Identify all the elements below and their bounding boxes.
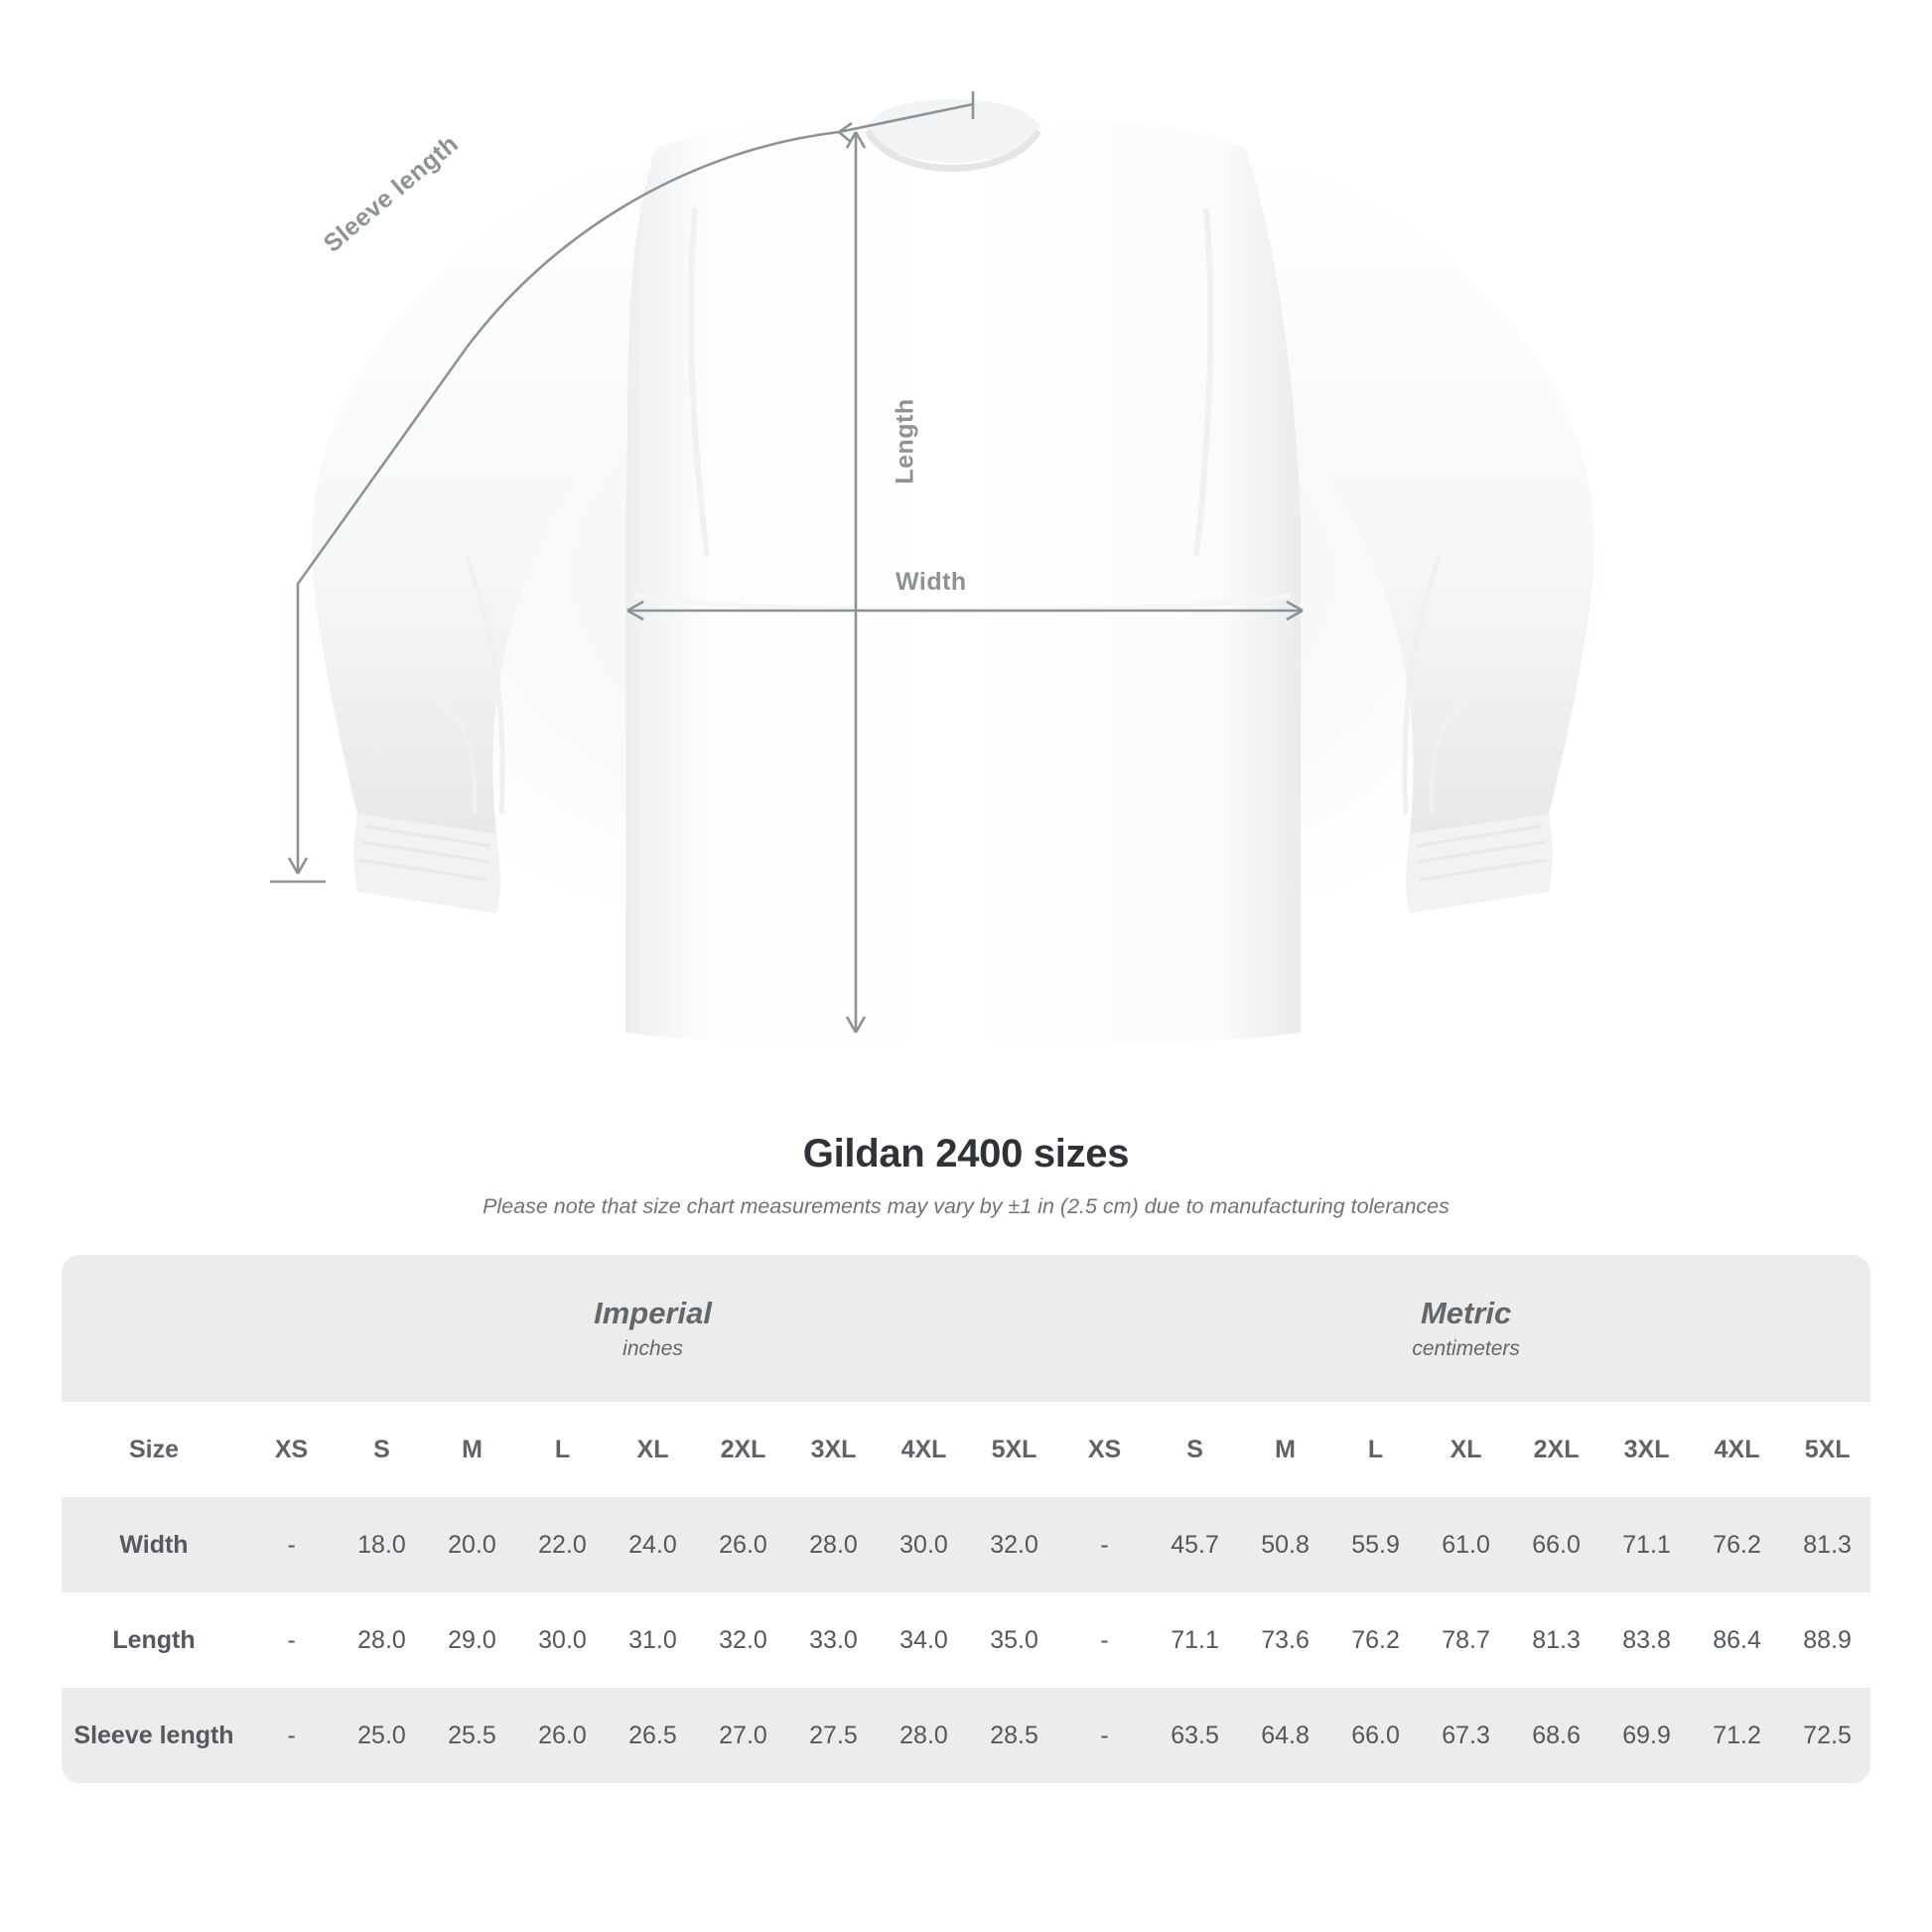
size-header-cell: 3XL <box>788 1402 879 1497</box>
measurement-cell-metric: 63.5 <box>1150 1688 1241 1783</box>
tolerance-note: Please note that size chart measurements… <box>483 1194 1449 1218</box>
measurement-cell-imperial: 28.0 <box>788 1497 879 1592</box>
table-row: Length -28.0 29.0 30.0 31.0 32.0 33.0 34.0 35.0-… <box>62 1592 1870 1688</box>
size-header-row: Size XS S M L XL 2XL 3XL 4XL 5XL XS S M L XL 2XL 3XL 4XL 5… <box>62 1402 1870 1497</box>
size-header-cell: M <box>427 1402 517 1497</box>
measurement-cell-imperial: 20.0 <box>427 1497 517 1592</box>
measurement-guides <box>270 91 1304 1034</box>
product-illustration: Sleeve length Length Width <box>238 91 1668 1047</box>
size-header-cell: 4XL <box>1692 1402 1783 1497</box>
measurement-cell-metric: 88.9 <box>1782 1592 1870 1688</box>
unit-system-header-imperial: Imperial inches <box>246 1255 1060 1402</box>
measurement-cell-metric: 78.7 <box>1421 1592 1512 1688</box>
size-header-cell: 5XL <box>969 1402 1060 1497</box>
measurement-cell-imperial: 35.0 <box>969 1592 1060 1688</box>
measurement-cell-imperial: 33.0 <box>788 1592 879 1688</box>
size-header-cell: XL <box>608 1402 698 1497</box>
measurement-cell-imperial: - <box>246 1497 337 1592</box>
page-title: Gildan 2400 sizes <box>802 1132 1130 1175</box>
measurement-cell-metric: - <box>1059 1497 1151 1592</box>
measurement-cell-imperial: 27.0 <box>698 1688 788 1783</box>
measurement-cell-imperial: - <box>246 1592 337 1688</box>
table-row: Sleeve length -25.0 25.5 26.0 26.5 27.0 27.5 28… <box>62 1688 1870 1783</box>
measurement-cell-metric: 76.2 <box>1330 1592 1422 1688</box>
size-header-cell: L <box>1330 1402 1422 1497</box>
measurement-cell-imperial: 31.0 <box>608 1592 698 1688</box>
measurement-cell-metric: 69.9 <box>1601 1688 1693 1783</box>
unit-row-spacer <box>62 1255 246 1402</box>
measurement-cell-imperial: 28.5 <box>969 1688 1060 1783</box>
unit-system-header-metric: Metric centimeters <box>1059 1255 1870 1402</box>
unit-system-name: Metric <box>1420 1296 1512 1331</box>
measurement-cell-metric: 50.8 <box>1240 1497 1331 1592</box>
unit-system-unit: centimeters <box>1412 1336 1520 1360</box>
size-chart-table-wrap: Imperial inches Metric centimeters Size XS S M L… <box>62 1255 1870 1783</box>
measurement-cell-imperial: 30.0 <box>517 1592 608 1688</box>
measurement-cell-imperial: - <box>246 1688 337 1783</box>
measurement-cell-imperial: 28.0 <box>337 1592 427 1688</box>
size-header-label: Size <box>62 1402 246 1497</box>
size-header-cell: M <box>1240 1402 1331 1497</box>
length-label: Length <box>891 398 919 484</box>
measurement-cell-imperial: 32.0 <box>698 1592 788 1688</box>
measurement-cell-metric: 67.3 <box>1421 1688 1512 1783</box>
size-header-cell: 3XL <box>1601 1402 1693 1497</box>
size-header-cell: S <box>337 1402 427 1497</box>
measurement-cell-imperial: 18.0 <box>337 1497 427 1592</box>
measurement-cell-metric: 55.9 <box>1330 1497 1422 1592</box>
size-header-cell: 5XL <box>1782 1402 1870 1497</box>
title-block: Gildan 2400 sizes Please note that size … <box>0 1132 1932 1219</box>
size-chart-table: Imperial inches Metric centimeters Size XS S M L… <box>62 1255 1870 1783</box>
unit-system-row: Imperial inches Metric centimeters <box>62 1255 1870 1402</box>
measurement-cell-imperial: 27.5 <box>788 1688 879 1783</box>
measurement-cell-metric: 86.4 <box>1692 1592 1783 1688</box>
row-label: Width <box>62 1497 246 1592</box>
unit-system-unit: inches <box>622 1336 683 1360</box>
measurement-cell-metric: 71.1 <box>1150 1592 1241 1688</box>
measurement-cell-imperial: 30.0 <box>879 1497 969 1592</box>
measurement-cell-metric: 71.1 <box>1601 1497 1693 1592</box>
measurement-cell-metric: 83.8 <box>1601 1592 1693 1688</box>
measurement-cell-metric: 66.0 <box>1330 1688 1422 1783</box>
measurement-cell-metric: 71.2 <box>1692 1688 1783 1783</box>
measurement-cell-metric: - <box>1059 1592 1151 1688</box>
size-header-cell: XS <box>1059 1402 1151 1497</box>
measurement-cell-imperial: 29.0 <box>427 1592 517 1688</box>
size-header-cell: XS <box>246 1402 337 1497</box>
measurement-cell-imperial: 28.0 <box>879 1688 969 1783</box>
row-label: Length <box>62 1592 246 1688</box>
measurement-cell-imperial: 22.0 <box>517 1497 608 1592</box>
measurement-cell-metric: 66.0 <box>1511 1497 1602 1592</box>
measurement-cell-imperial: 32.0 <box>969 1497 1060 1592</box>
measurement-cell-imperial: 34.0 <box>879 1592 969 1688</box>
size-header-cell: 4XL <box>879 1402 969 1497</box>
long-sleeve-shirt-drawing <box>238 91 1668 1047</box>
measurement-cell-imperial: 25.5 <box>427 1688 517 1783</box>
measurement-cell-imperial: 26.0 <box>517 1688 608 1783</box>
width-label: Width <box>896 568 967 596</box>
measurement-cell-metric: 81.3 <box>1782 1497 1870 1592</box>
measurement-cell-imperial: 24.0 <box>608 1497 698 1592</box>
shirt-silhouette <box>311 99 1595 1047</box>
size-header-cell: S <box>1150 1402 1241 1497</box>
row-label: Sleeve length <box>62 1688 246 1783</box>
measurement-cell-metric: 68.6 <box>1511 1688 1602 1783</box>
measurement-cell-metric: 45.7 <box>1150 1497 1241 1592</box>
measurement-cell-metric: - <box>1059 1688 1151 1783</box>
size-header-cell: XL <box>1421 1402 1512 1497</box>
measurement-cell-imperial: 26.5 <box>608 1688 698 1783</box>
table-row: Width -18.0 20.0 22.0 24.0 26.0 28.0 30.0 32.0-4… <box>62 1497 1870 1592</box>
size-header-cell: 2XL <box>698 1402 788 1497</box>
measurement-cell-metric: 81.3 <box>1511 1592 1602 1688</box>
measurement-cell-metric: 76.2 <box>1692 1497 1783 1592</box>
measurement-cell-metric: 61.0 <box>1421 1497 1512 1592</box>
measurement-cell-metric: 64.8 <box>1240 1688 1331 1783</box>
size-header-cell: 2XL <box>1511 1402 1602 1497</box>
size-header-cell: L <box>517 1402 608 1497</box>
measurement-cell-metric: 73.6 <box>1240 1592 1331 1688</box>
measurement-cell-imperial: 26.0 <box>698 1497 788 1592</box>
measurement-cell-imperial: 25.0 <box>337 1688 427 1783</box>
unit-system-name: Imperial <box>594 1296 712 1331</box>
measurement-cell-metric: 72.5 <box>1782 1688 1870 1783</box>
